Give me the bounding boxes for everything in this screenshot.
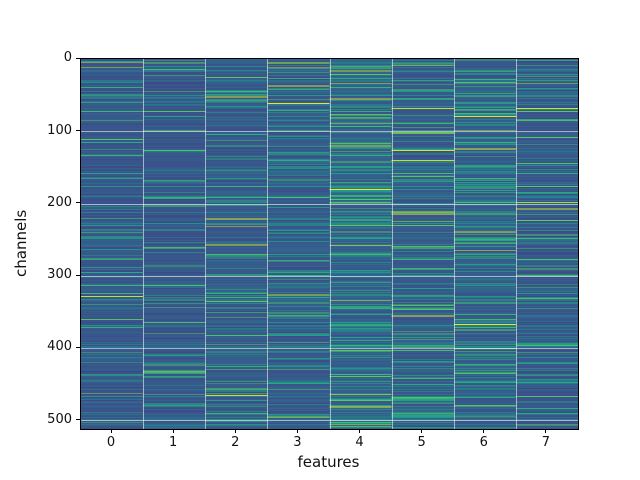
y-tick-label: 500 [47,411,72,427]
x-tick-label: 5 [417,435,426,450]
y-axis-label: channels [12,209,30,277]
x-tick-label: 2 [231,435,240,450]
x-tick-label: 7 [541,435,551,450]
x-tick-label: 3 [293,435,302,450]
y-tick-label: 0 [63,50,72,66]
y-tick-label: 200 [47,194,72,210]
x-tick-label: 6 [479,435,488,450]
heatmap-image [81,59,578,429]
x-tick-label: 4 [355,435,364,450]
x-axis-label: features [297,453,360,471]
y-tick-label: 300 [47,267,72,283]
x-tick-label: 1 [169,435,178,450]
x-tick-label: 0 [106,435,116,450]
y-tick-label: 400 [47,339,72,355]
y-tick-label: 100 [47,122,72,138]
heatmap-plot-area [80,58,579,430]
